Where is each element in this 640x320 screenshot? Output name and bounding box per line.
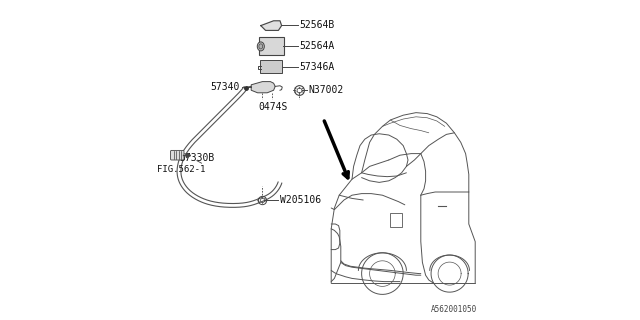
- FancyBboxPatch shape: [170, 150, 184, 160]
- FancyBboxPatch shape: [260, 60, 282, 73]
- Text: FIG.562-1: FIG.562-1: [157, 165, 205, 174]
- Ellipse shape: [257, 42, 264, 51]
- Text: 52564A: 52564A: [300, 41, 335, 51]
- Ellipse shape: [259, 44, 263, 49]
- Text: 57340: 57340: [211, 82, 240, 92]
- Polygon shape: [261, 21, 282, 30]
- Text: W205106: W205106: [280, 195, 321, 205]
- Text: 57330B: 57330B: [179, 153, 214, 164]
- FancyBboxPatch shape: [259, 37, 284, 55]
- Bar: [390, 213, 402, 227]
- Text: 0474S: 0474S: [258, 102, 287, 112]
- Text: N37002: N37002: [309, 85, 344, 95]
- Text: 57346A: 57346A: [300, 61, 335, 72]
- Polygon shape: [251, 82, 275, 93]
- Text: 52564B: 52564B: [300, 20, 335, 30]
- Text: A562001050: A562001050: [431, 305, 477, 314]
